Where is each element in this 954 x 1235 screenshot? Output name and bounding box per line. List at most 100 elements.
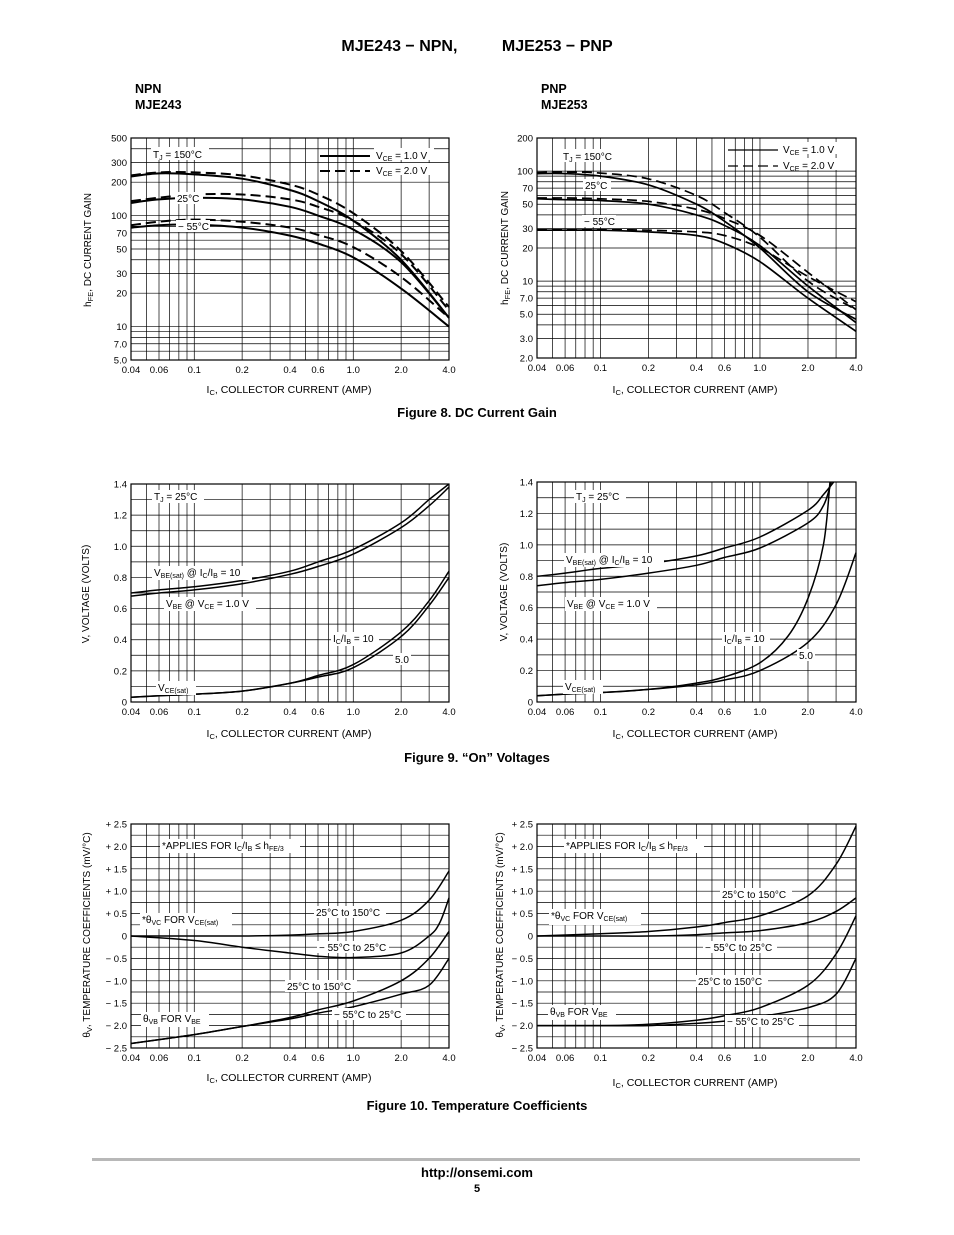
series-line: [536, 958, 857, 1027]
x-tick-label: 0.6: [718, 707, 731, 718]
annotation-vb-minus55-25: − 55°C to 25°C: [334, 1010, 401, 1021]
x-tick-label: 1.0: [347, 1053, 360, 1064]
series-line: [536, 825, 857, 937]
x-axis-label: IC, COLLECTOR CURRENT (AMP): [613, 1077, 778, 1090]
annotation-theta-vb: θVB FOR VBE: [143, 1014, 201, 1026]
y-tick-label: 20: [522, 244, 533, 255]
y-tick-label: + 1.5: [512, 864, 533, 875]
x-tick-label: 0.04: [122, 1053, 141, 1064]
annotation-applies: *APPLIES FOR IC/IB ≤ hFE/3: [566, 841, 688, 853]
x-tick-label: 4.0: [442, 365, 455, 376]
x-tick-label: 0.2: [642, 707, 655, 718]
x-tick-label: 0.1: [594, 707, 607, 718]
legend: VCE = 1.0 V VCE = 2.0 V: [728, 142, 841, 173]
y-tick-label: 100: [111, 211, 127, 222]
y-tick-label: 300: [111, 158, 127, 169]
y-tick-label: 10: [522, 277, 533, 288]
y-tick-label: − 0.5: [512, 954, 533, 965]
x-tick-label: 2.0: [801, 363, 814, 374]
y-tick-label: 0: [122, 932, 127, 943]
x-tick-label: 0.06: [150, 1053, 169, 1064]
y-tick-label: − 0.5: [106, 954, 127, 965]
y-tick-label: 30: [522, 224, 533, 235]
x-tick-label: 0.06: [150, 365, 169, 376]
x-tick-label: 0.2: [642, 363, 655, 374]
figure-9-caption: Figure 9. “On” Voltages: [404, 750, 550, 765]
y-tick-label: 0.8: [520, 572, 533, 583]
annotation-vbe: VBE @ VCE = 1.0 V: [166, 599, 249, 611]
series-line: [536, 197, 857, 311]
x-tick-label: 0.04: [122, 707, 141, 718]
y-tick-label: 0.6: [114, 604, 127, 615]
y-tick-label: 1.4: [520, 478, 533, 489]
y-tick-label: 0.4: [114, 635, 127, 646]
y-axis-label: hFE, DC CURRENT GAIN: [83, 193, 95, 307]
y-tick-label: 0.8: [114, 573, 127, 584]
x-axis-label: IC, COLLECTOR CURRENT (AMP): [613, 728, 778, 741]
x-tick-label: 0.1: [188, 707, 201, 718]
x-tick-label: 0.06: [556, 707, 575, 718]
series-line: [536, 172, 857, 321]
series-line: [130, 576, 450, 699]
y-tick-label: 1.0: [520, 540, 533, 551]
npn-label: NPN: [135, 82, 162, 96]
legend: VCE = 1.0 V VCE = 2.0 V: [320, 148, 434, 178]
x-tick-label: 0.4: [690, 1053, 703, 1064]
y-tick-label: + 1.0: [106, 887, 127, 898]
y-tick-label: + 1.0: [512, 887, 533, 898]
y-tick-label: 70: [116, 228, 127, 239]
y-tick-label: 20: [116, 289, 127, 300]
x-tick-label: 0.6: [718, 1053, 731, 1064]
annotation-vc-minus55-25: − 55°C to 25°C: [705, 943, 772, 954]
series-line: [130, 218, 450, 319]
annotation-tj25: TJ = 25°C: [154, 492, 197, 504]
x-tick-label: 4.0: [849, 707, 862, 718]
x-tick-label: 4.0: [849, 1053, 862, 1064]
series-line: [130, 957, 450, 1045]
y-tick-label: 3.0: [520, 334, 533, 345]
document-title: MJE243 − NPN, MJE253 − PNP: [341, 38, 613, 55]
y-tick-label: − 1.5: [512, 999, 533, 1010]
x-tick-label: 4.0: [442, 1053, 455, 1064]
y-tick-label: + 2.5: [512, 820, 533, 831]
annotation-tj150: TJ = 150°C: [153, 150, 202, 162]
series-line: [536, 481, 835, 578]
annotation-5: 5.0: [799, 651, 813, 662]
series-line: [536, 171, 857, 311]
series-line: [130, 172, 450, 319]
annotation-vb-25-150: 25°C to 150°C: [698, 977, 762, 988]
series-line: [130, 486, 450, 597]
y-axis-label: hFE, DC CURRENT GAIN: [500, 191, 512, 305]
annotation-minus55c: − 55°C: [178, 222, 209, 233]
annotation-25c: 25°C: [177, 194, 199, 205]
y-tick-label: 2.0: [520, 354, 533, 365]
y-tick-label: 500: [111, 134, 127, 145]
annotation-vbe: VBE @ VCE = 1.0 V: [567, 599, 650, 611]
x-tick-label: 2.0: [395, 365, 408, 376]
y-tick-label: 200: [517, 134, 533, 145]
footer-url[interactable]: http://onsemi.com: [421, 1165, 533, 1180]
series-line: [130, 171, 450, 308]
x-tick-label: 2.0: [801, 1053, 814, 1064]
pnp-panel-heading: PNP MJE253: [541, 81, 588, 113]
annotation-tj150: TJ = 150°C: [563, 152, 612, 164]
y-tick-label: + 1.5: [106, 864, 127, 875]
annotation-5: 5.0: [395, 655, 409, 666]
y-tick-label: 5.0: [114, 356, 127, 367]
x-axis-label: IC, COLLECTOR CURRENT (AMP): [207, 384, 372, 397]
y-axis-label: θV, TEMPERATURE COEFFICIENTS (mV/°C): [82, 832, 94, 1037]
y-tick-label: 0: [122, 698, 127, 709]
y-tick-label: 7.0: [114, 339, 127, 350]
x-tick-label: 0.6: [311, 707, 324, 718]
y-tick-label: − 1.5: [106, 999, 127, 1010]
y-tick-label: 1.4: [114, 480, 127, 491]
series-line: [536, 197, 857, 324]
x-tick-label: 0.4: [283, 365, 296, 376]
plot-frame: [130, 137, 450, 361]
y-tick-label: 50: [116, 245, 127, 256]
x-tick-label: 0.2: [236, 1053, 249, 1064]
x-tick-label: 0.1: [594, 363, 607, 374]
